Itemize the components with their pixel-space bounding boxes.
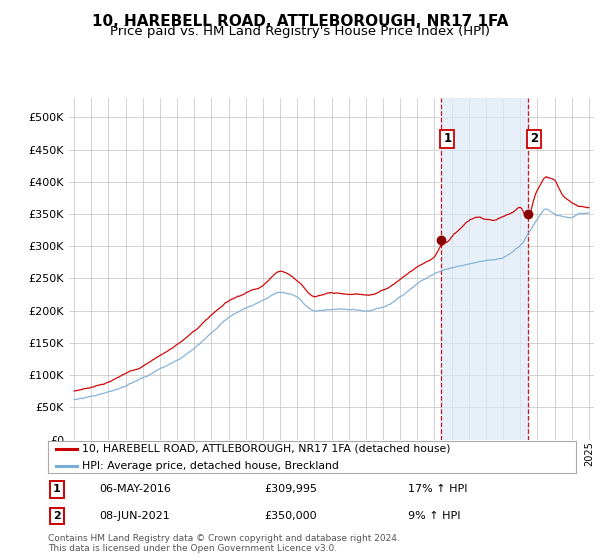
Text: £350,000: £350,000 bbox=[264, 511, 317, 521]
Text: Contains HM Land Registry data © Crown copyright and database right 2024.
This d: Contains HM Land Registry data © Crown c… bbox=[48, 534, 400, 553]
Text: 10, HAREBELL ROAD, ATTLEBOROUGH, NR17 1FA (detached house): 10, HAREBELL ROAD, ATTLEBOROUGH, NR17 1F… bbox=[82, 444, 451, 454]
Text: 1: 1 bbox=[443, 133, 451, 146]
Text: 9% ↑ HPI: 9% ↑ HPI bbox=[408, 511, 461, 521]
Text: 17% ↑ HPI: 17% ↑ HPI bbox=[408, 484, 467, 494]
Text: 06-MAY-2016: 06-MAY-2016 bbox=[99, 484, 171, 494]
Text: 2: 2 bbox=[53, 511, 61, 521]
Text: Price paid vs. HM Land Registry's House Price Index (HPI): Price paid vs. HM Land Registry's House … bbox=[110, 25, 490, 38]
Text: 1: 1 bbox=[53, 484, 61, 494]
Bar bbox=[441, 98, 528, 440]
Text: 2: 2 bbox=[530, 133, 538, 146]
Text: 10, HAREBELL ROAD, ATTLEBOROUGH, NR17 1FA: 10, HAREBELL ROAD, ATTLEBOROUGH, NR17 1F… bbox=[92, 14, 508, 29]
Text: £309,995: £309,995 bbox=[264, 484, 317, 494]
Text: 08-JUN-2021: 08-JUN-2021 bbox=[99, 511, 170, 521]
Text: HPI: Average price, detached house, Breckland: HPI: Average price, detached house, Brec… bbox=[82, 461, 339, 471]
